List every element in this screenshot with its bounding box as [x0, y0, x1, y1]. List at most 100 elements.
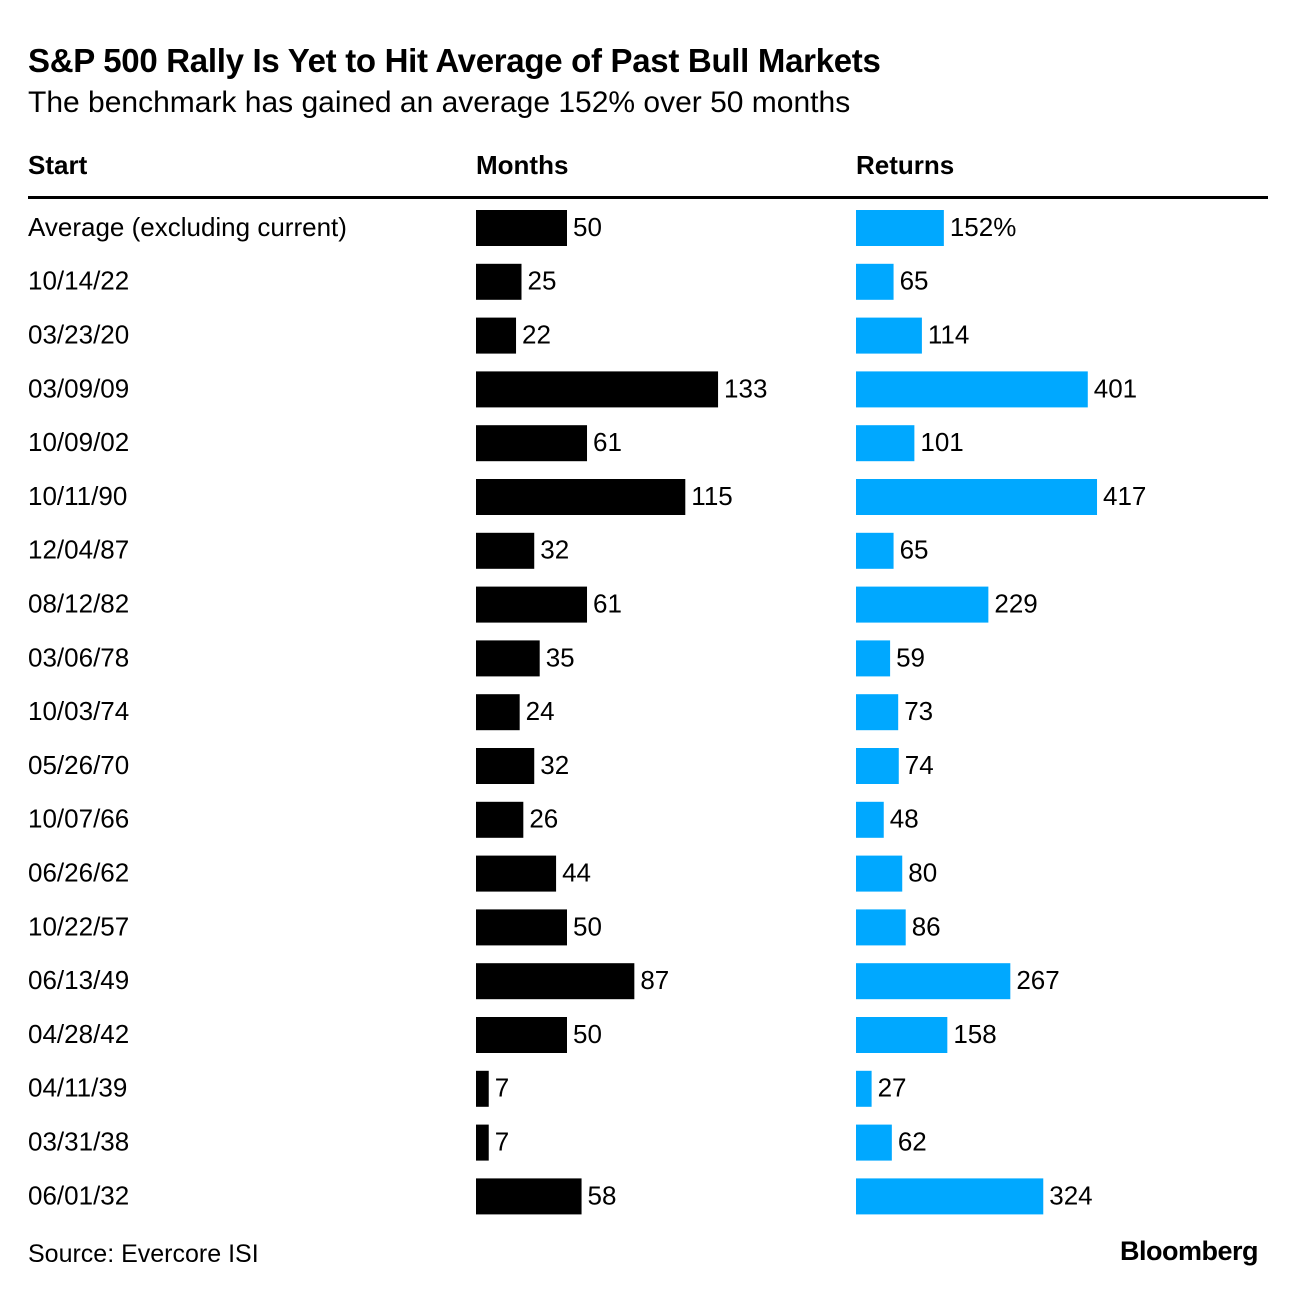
- returns-value-label: 158: [953, 1019, 996, 1049]
- row-start-label: 10/11/90: [28, 481, 127, 511]
- returns-value-label: 65: [900, 535, 929, 565]
- row-start-label: 03/31/38: [28, 1126, 129, 1156]
- returns-bar: [856, 640, 891, 677]
- months-bar: [476, 1124, 489, 1161]
- row-start-label: 06/26/62: [28, 857, 129, 887]
- months-bar: [476, 855, 557, 892]
- returns-value-label: 101: [920, 427, 963, 457]
- returns-bar: [856, 1070, 872, 1107]
- months-bar: [476, 801, 524, 838]
- returns-value-label: 114: [928, 319, 969, 349]
- months-value-label: 26: [529, 804, 558, 834]
- months-bar: [476, 586, 588, 623]
- returns-bar: [856, 210, 944, 246]
- returns-value-label: 73: [904, 696, 933, 726]
- months-bar: [476, 317, 517, 354]
- returns-bar: [856, 1017, 948, 1053]
- months-value-label: 61: [593, 427, 622, 457]
- months-bar: [476, 909, 567, 946]
- row-start-label: 04/11/39: [28, 1073, 127, 1103]
- source-note: Source: Evercore ISI: [28, 1240, 259, 1268]
- months-value-label: 50: [573, 1019, 602, 1049]
- returns-bar: [856, 371, 1088, 408]
- months-value-label: 133: [724, 373, 767, 403]
- returns-bar: [856, 1124, 892, 1161]
- returns-value-label: 417: [1103, 481, 1146, 511]
- returns-bar: [856, 263, 894, 300]
- returns-value-label: 229: [994, 588, 1037, 618]
- returns-value-label: 62: [898, 1126, 927, 1156]
- row-start-label: 06/13/49: [28, 965, 129, 995]
- returns-value-label: 65: [900, 266, 929, 296]
- months-value-label: 7: [495, 1073, 509, 1103]
- months-value-label: 58: [588, 1180, 617, 1210]
- months-bar: [476, 1178, 582, 1215]
- returns-bar: [856, 1178, 1044, 1215]
- row-start-label: 10/14/22: [28, 266, 129, 296]
- returns-value-label: 27: [878, 1073, 907, 1103]
- months-value-label: 61: [593, 588, 622, 618]
- months-value-label: 35: [546, 642, 575, 672]
- row-start-label: 06/01/32: [28, 1180, 129, 1210]
- returns-bar: [856, 963, 1011, 1000]
- months-bar: [476, 1070, 489, 1107]
- returns-bar: [856, 586, 989, 623]
- row-start-label: 08/12/82: [28, 588, 129, 618]
- months-bar: [476, 425, 588, 462]
- header-divider: [28, 196, 1268, 199]
- returns-value-label: 80: [908, 857, 937, 887]
- row-start-label: 03/09/09: [28, 373, 129, 403]
- returns-value-label: 48: [890, 804, 919, 834]
- row-start-label: 12/04/87: [28, 535, 129, 565]
- months-bar: [476, 640, 540, 677]
- returns-bar: [856, 909, 906, 946]
- months-value-label: 44: [562, 857, 591, 887]
- months-value-label: 32: [540, 750, 569, 780]
- returns-value-label: 74: [905, 750, 934, 780]
- row-start-label: 10/22/57: [28, 911, 129, 941]
- bloomberg-logo: Bloomberg: [1119, 1236, 1259, 1266]
- months-value-label: 24: [526, 696, 555, 726]
- returns-value-label: 324: [1049, 1180, 1092, 1210]
- row-start-label: 10/03/74: [28, 696, 129, 726]
- months-bar: [476, 694, 520, 731]
- returns-value-label: 86: [912, 911, 941, 941]
- row-start-label: 05/26/70: [28, 750, 129, 780]
- returns-value-label: 267: [1016, 965, 1059, 995]
- returns-bar: [856, 801, 884, 838]
- months-bar: [476, 210, 567, 246]
- months-value-label: 32: [540, 535, 569, 565]
- column-header-start: Start: [28, 150, 88, 180]
- column-header-months: Months: [476, 150, 569, 180]
- months-bar: [476, 371, 719, 408]
- column-header-returns: Returns: [856, 150, 955, 180]
- months-value-label: 115: [691, 481, 732, 511]
- months-bar: [476, 263, 522, 300]
- months-value-label: 22: [522, 319, 551, 349]
- row-start-label: 10/09/02: [28, 427, 129, 457]
- chart-title: S&P 500 Rally Is Yet to Hit Average of P…: [28, 42, 881, 79]
- returns-value-label: 401: [1094, 373, 1137, 403]
- row-start-label: Average (excluding current): [28, 212, 347, 242]
- returns-bar: [856, 532, 894, 569]
- returns-value-label: 59: [896, 642, 925, 672]
- months-value-label: 87: [640, 965, 669, 995]
- months-value-label: 7: [495, 1126, 509, 1156]
- months-bar: [476, 748, 535, 784]
- months-bar: [476, 532, 535, 569]
- months-bar: [476, 479, 686, 515]
- row-start-label: 10/07/66: [28, 804, 129, 834]
- returns-value-label: 152%: [950, 212, 1017, 242]
- months-bar: [476, 1017, 567, 1053]
- returns-bar: [856, 748, 899, 784]
- returns-bar: [856, 479, 1098, 515]
- returns-bar: [856, 425, 915, 462]
- returns-bar: [856, 855, 903, 892]
- months-value-label: 50: [573, 911, 602, 941]
- returns-bar: [856, 317, 922, 354]
- months-value-label: 25: [528, 266, 557, 296]
- months-value-label: 50: [573, 212, 602, 242]
- row-start-label: 04/28/42: [28, 1019, 129, 1049]
- months-bar: [476, 963, 635, 1000]
